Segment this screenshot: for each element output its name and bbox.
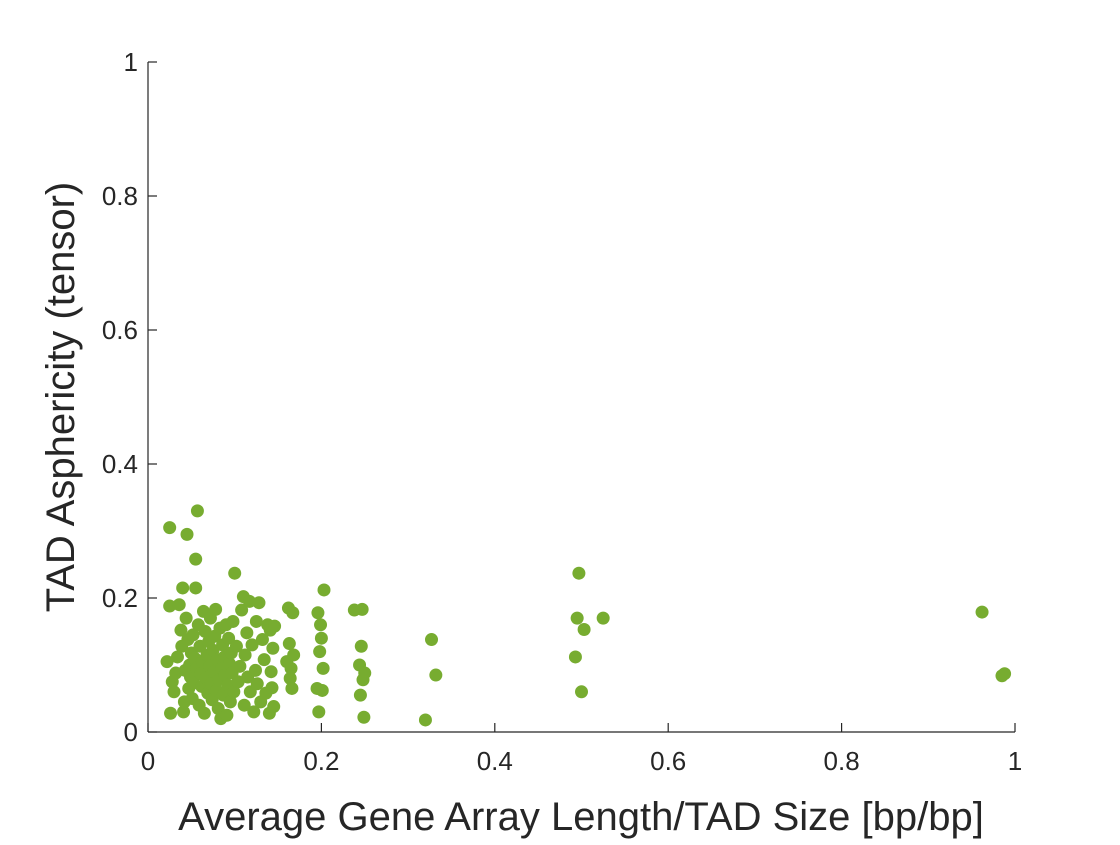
data-point (266, 641, 280, 655)
data-point (572, 566, 586, 580)
data-point (264, 665, 278, 679)
data-point (160, 655, 174, 669)
data-point (233, 659, 247, 673)
data-point (249, 663, 263, 677)
data-point (267, 700, 281, 714)
data-point (163, 521, 177, 535)
data-point (227, 685, 241, 699)
data-point (209, 602, 223, 616)
data-point (357, 710, 371, 724)
data-point (314, 631, 328, 645)
data-point (998, 667, 1012, 681)
data-point (170, 650, 184, 664)
data-point (237, 698, 251, 712)
data-point (268, 619, 282, 633)
data-point (172, 598, 186, 612)
data-points (160, 504, 1012, 727)
y-tick-label: 0.6 (102, 315, 138, 345)
data-point (317, 583, 331, 597)
y-tick-label: 0.4 (102, 449, 138, 479)
data-point (222, 631, 236, 645)
data-point (220, 708, 234, 722)
data-point (429, 668, 443, 682)
data-point (313, 645, 327, 659)
data-point (226, 614, 240, 628)
data-point (180, 527, 194, 541)
data-point (312, 705, 326, 719)
data-point (284, 661, 298, 675)
data-point (235, 603, 249, 617)
y-tick-label: 0.2 (102, 583, 138, 613)
data-point (568, 650, 582, 664)
y-tick-label: 1 (124, 47, 138, 77)
x-tick-label: 0 (141, 746, 155, 776)
x-tick-label: 0.6 (650, 746, 686, 776)
data-point (197, 706, 211, 720)
data-point (570, 611, 584, 625)
data-point (249, 614, 263, 628)
data-point (250, 677, 264, 691)
data-point (190, 504, 204, 518)
y-tick-label: 0 (124, 717, 138, 747)
data-point (355, 602, 369, 616)
axes (147, 62, 1015, 733)
data-point (238, 648, 252, 662)
y-axis-title: TAD Asphericity (tensor) (39, 182, 83, 613)
data-point (179, 611, 193, 625)
x-tick-label: 1 (1008, 746, 1022, 776)
data-point (354, 639, 368, 653)
data-point (418, 713, 432, 727)
x-tick-label: 0.2 (303, 746, 339, 776)
x-axis-ticks: 0 0.2 0.4 0.6 0.8 1 (141, 723, 1022, 776)
data-point (358, 666, 372, 680)
data-point (282, 637, 296, 651)
data-point (167, 685, 181, 699)
data-point (186, 628, 200, 642)
data-point (242, 594, 256, 608)
data-point (177, 705, 191, 719)
data-point (257, 653, 271, 667)
data-point (228, 566, 242, 580)
data-point (174, 623, 188, 637)
data-point (252, 596, 266, 610)
data-point (240, 626, 254, 640)
data-point (176, 581, 190, 595)
data-point (353, 688, 367, 702)
data-point (286, 606, 300, 620)
data-point (287, 648, 301, 662)
data-point (245, 638, 259, 652)
data-point (247, 705, 261, 719)
data-point (316, 661, 330, 675)
data-point (189, 552, 203, 566)
x-tick-label: 0.8 (824, 746, 860, 776)
data-point (189, 581, 203, 595)
data-point (596, 611, 610, 625)
data-point (425, 633, 439, 647)
data-point (577, 622, 591, 636)
data-point (315, 683, 329, 697)
data-point (314, 618, 328, 632)
y-tick-label: 0.8 (102, 181, 138, 211)
data-point (255, 633, 269, 647)
data-point (265, 681, 279, 695)
data-point (163, 599, 177, 613)
x-tick-label: 0.4 (477, 746, 513, 776)
data-point (283, 671, 297, 685)
data-point (229, 639, 243, 653)
data-point (285, 681, 299, 695)
data-point (311, 606, 325, 620)
data-point (975, 605, 989, 619)
y-axis-ticks: 0 0.2 0.4 0.6 0.8 1 (102, 47, 157, 747)
x-axis-title: Average Gene Array Length/TAD Size [bp/b… (178, 795, 984, 839)
data-point (164, 706, 178, 720)
data-point (575, 685, 588, 699)
data-point (223, 695, 237, 709)
